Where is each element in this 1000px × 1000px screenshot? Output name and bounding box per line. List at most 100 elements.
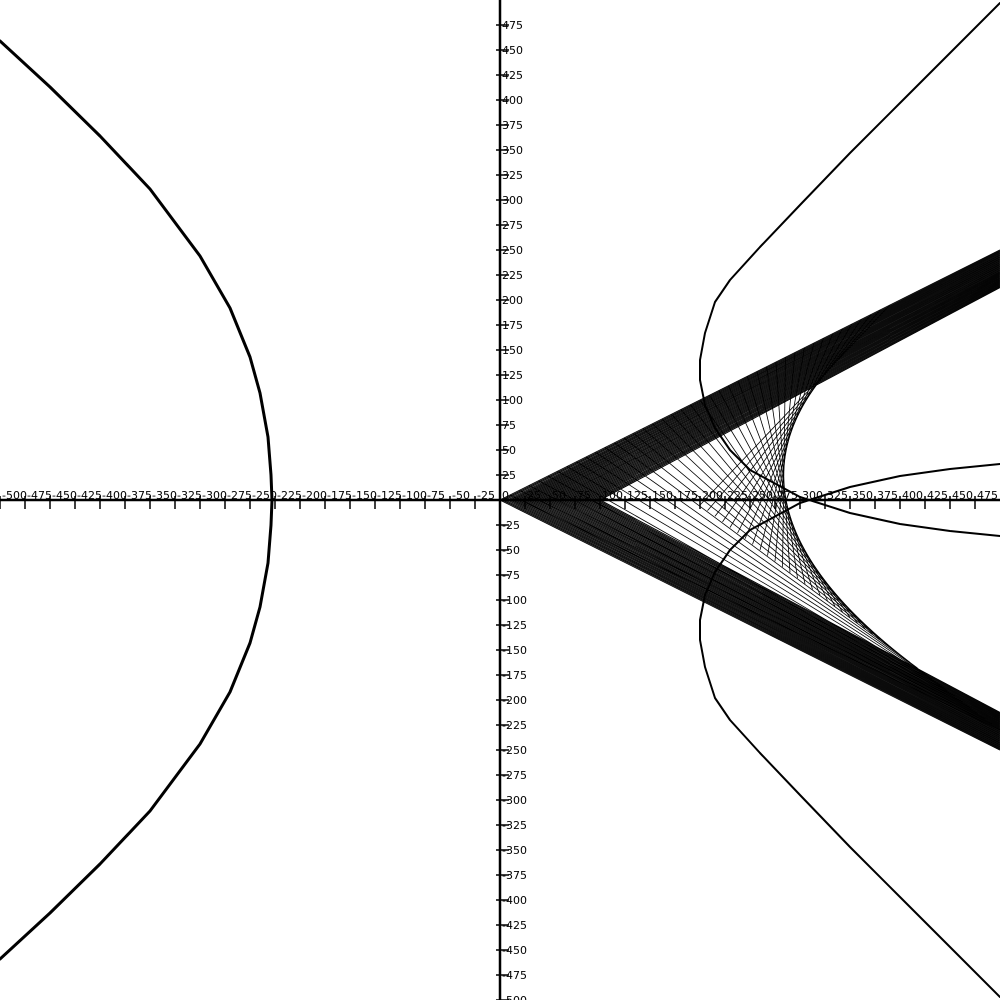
x-tick-label: -500 xyxy=(2,489,27,502)
y-tick-label: -175 xyxy=(502,669,527,682)
family-line xyxy=(597,499,1000,714)
x-tick-label: 350 xyxy=(852,489,873,502)
x-tick-label: -250 xyxy=(252,489,277,502)
y-tick-label: -125 xyxy=(502,619,527,632)
family-line xyxy=(544,266,1000,501)
family-line xyxy=(564,499,1000,727)
family-line xyxy=(537,499,1000,737)
y-tick-label: 450 xyxy=(502,44,523,57)
x-tick-label: -200 xyxy=(302,489,327,502)
x-tick-label: -75 xyxy=(427,489,445,502)
family-line xyxy=(574,499,1000,723)
family-line xyxy=(499,249,1000,501)
family-line xyxy=(562,272,1000,501)
family-line xyxy=(597,286,1000,501)
family-line xyxy=(594,499,1000,715)
x-tick-label: 225 xyxy=(727,489,748,502)
y-tick-label: 325 xyxy=(502,169,523,182)
family-line xyxy=(507,499,1000,748)
family-line xyxy=(509,499,1000,747)
y-tick-label: -400 xyxy=(502,894,527,907)
x-tick-label: 150 xyxy=(652,489,673,502)
family-line xyxy=(549,499,1000,732)
x-tick-label: 250 xyxy=(752,489,773,502)
y-tick-label: 175 xyxy=(502,319,523,332)
y-tick-label: 50 xyxy=(502,444,516,457)
x-tick-label: -50 xyxy=(452,489,470,502)
family-line xyxy=(714,314,872,517)
y-tick-label: -475 xyxy=(502,969,527,982)
family-line xyxy=(744,333,834,539)
family-line xyxy=(519,257,1000,501)
family-line xyxy=(595,451,933,680)
family-line xyxy=(569,499,1000,725)
family-line xyxy=(509,253,1000,501)
x-tick-label: 0 xyxy=(502,489,509,502)
y-tick-label: 350 xyxy=(502,144,523,157)
y-tick-label: -200 xyxy=(502,694,527,707)
x-tick-label: 275 xyxy=(777,489,798,502)
y-tick-label: -300 xyxy=(502,794,527,807)
y-tick-label: 200 xyxy=(502,294,523,307)
family-line xyxy=(542,265,1000,501)
x-tick-label: 325 xyxy=(827,489,848,502)
y-tick-label: 375 xyxy=(502,119,523,132)
family-line xyxy=(559,499,1000,728)
family-line xyxy=(524,499,1000,742)
x-tick-label: -375 xyxy=(127,489,152,502)
x-tick-label: 25 xyxy=(527,489,541,502)
x-tick-label: -125 xyxy=(377,489,402,502)
y-tick-label: 150 xyxy=(502,344,523,357)
y-tick-label: 300 xyxy=(502,194,523,207)
family-line xyxy=(709,395,843,613)
x-tick-label: -150 xyxy=(352,489,377,502)
family-line xyxy=(584,499,1000,719)
family-line xyxy=(557,271,1000,501)
y-tick-label: -225 xyxy=(502,719,527,732)
family-line xyxy=(579,279,1000,501)
family-line xyxy=(614,442,918,669)
family-line xyxy=(539,499,1000,736)
x-tick-label: -325 xyxy=(177,489,202,502)
family-line xyxy=(564,273,1000,501)
family-line xyxy=(554,499,1000,730)
y-tick-label: -450 xyxy=(502,944,527,957)
family-line xyxy=(604,447,926,675)
family-line xyxy=(599,499,1000,713)
family-line xyxy=(557,499,1000,729)
family-line xyxy=(529,260,1000,501)
family-line xyxy=(522,257,1000,501)
y-tick-label: -75 xyxy=(502,569,520,582)
y-tick-label: 275 xyxy=(502,219,523,232)
x-tick-label: 400 xyxy=(902,489,923,502)
family-line xyxy=(572,499,1000,724)
y-tick-label: -150 xyxy=(502,644,527,657)
x-tick-label: -300 xyxy=(202,489,227,502)
family-line xyxy=(584,281,1000,501)
family-line xyxy=(582,280,1000,501)
family-line xyxy=(499,499,1000,751)
family-line xyxy=(562,499,1000,728)
x-tick-label: -475 xyxy=(27,489,52,502)
family-line xyxy=(527,259,1000,501)
family-line xyxy=(592,284,1000,501)
x-tick-label: -225 xyxy=(277,489,302,502)
y-tick-label: 25 xyxy=(502,469,516,482)
family-line xyxy=(519,499,1000,743)
family-line xyxy=(517,499,1000,744)
family-line xyxy=(729,323,853,528)
family-line xyxy=(582,499,1000,720)
family-line xyxy=(522,499,1000,743)
family-line xyxy=(587,499,1000,718)
family-line xyxy=(529,499,1000,740)
family-line xyxy=(690,404,858,624)
y-tick-label: -350 xyxy=(502,844,527,857)
y-tick-label: 125 xyxy=(502,369,523,382)
y-tick-label: 75 xyxy=(502,419,516,432)
y-tick-label: 475 xyxy=(502,19,523,32)
x-tick-label: 175 xyxy=(677,489,698,502)
family-line xyxy=(504,251,1000,501)
y-tick-label: 100 xyxy=(502,394,523,407)
family-line xyxy=(599,287,1000,501)
